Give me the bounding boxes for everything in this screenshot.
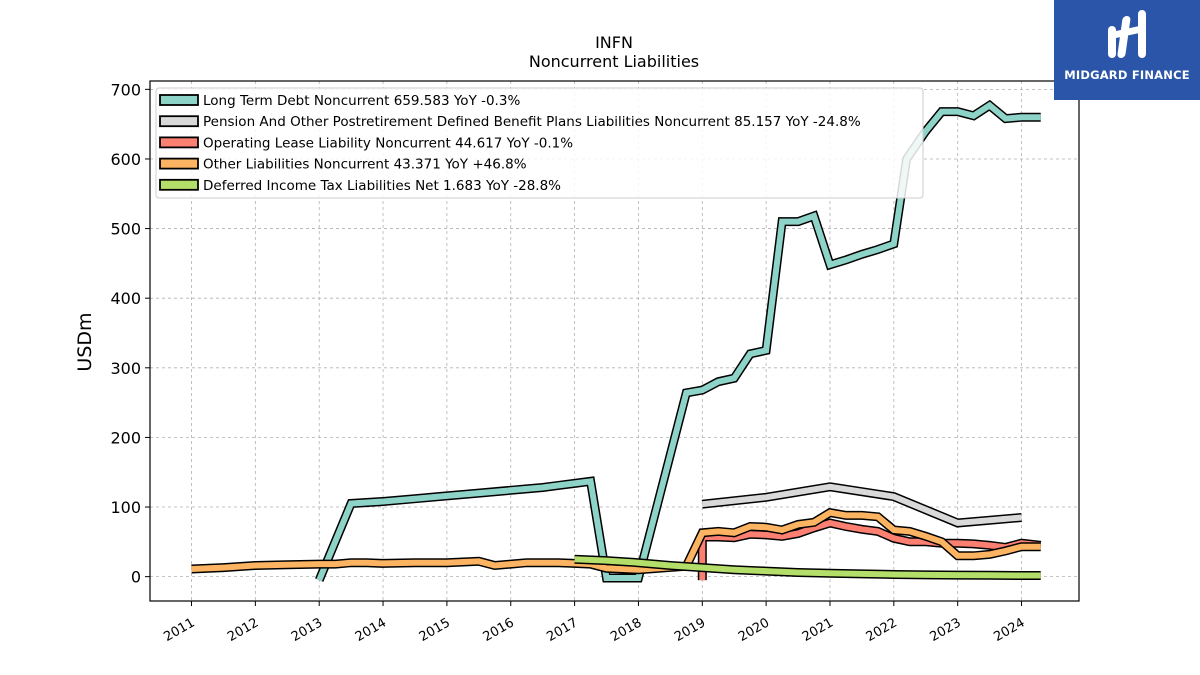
legend: Long Term Debt Noncurrent 659.583 YoY -0… [155,87,924,199]
legend-swatch [159,115,199,128]
y-tick-label: 100 [110,498,141,517]
x-axis-ticks: 2011 2012 2013 2014 2015 2016 2017 2018 2019 2020… [161,601,1028,645]
legend-entry: Long Term Debt Noncurrent 659.583 YoY -0… [203,93,520,109]
x-tick-label: 2017 [544,615,580,645]
legend-entry: Deferred Income Tax Liabilities Net 1.68… [203,178,561,194]
y-axis-ticks: 0 100 200 300 400 500 600 700 [110,80,150,587]
logo-text: MIDGARD FINANCE [1064,68,1190,82]
x-tick-label: 2016 [481,615,517,645]
legend-swatch [159,157,199,170]
series-4 [574,554,1041,580]
legend-swatch [159,178,199,191]
series-line [701,483,1022,527]
legend-box [155,87,924,199]
series-line [699,519,1042,581]
y-tick-label: 200 [110,428,141,447]
x-tick-label: 2012 [225,615,261,645]
x-tick-label: 2015 [417,615,453,645]
x-tick-label: 2022 [864,615,900,645]
series-line [574,556,1041,579]
legend-entry: Other Liabilities Noncurrent 43.371 YoY … [203,157,527,173]
x-tick-label: 2018 [608,615,644,645]
y-axis-label: USDm [74,312,96,371]
y-tick-label: 300 [110,359,141,378]
midgard-logo-icon [1108,10,1146,58]
x-tick-label: 2024 [991,615,1027,645]
series-2 [697,518,1042,581]
chart-subtitle: Noncurrent Liabilities [529,52,699,71]
x-tick-label: 2013 [289,615,325,645]
x-tick-label: 2020 [736,615,772,645]
y-tick-label: 700 [110,80,141,99]
x-tick-label: 2023 [928,615,964,645]
brand-logo: MIDGARD FINANCE [1054,0,1200,100]
legend-swatch [159,94,199,106]
legend-swatch [159,136,199,149]
series-0 [315,99,1041,583]
x-tick-label: 2014 [353,615,389,645]
series-layer [191,99,1042,583]
x-tick-label: 2011 [161,615,197,645]
x-tick-label: 2019 [672,615,708,645]
x-tick-label: 2021 [800,615,836,645]
legend-entry: Pension And Other Postretirement Defined… [203,114,861,130]
chart-title: INFN [595,33,633,52]
y-tick-label: 400 [110,289,141,308]
series-line [316,101,1041,582]
y-tick-label: 600 [110,150,141,169]
plot-frame [149,80,1080,602]
legend-entry: Operating Lease Liability Noncurrent 44.… [203,135,573,151]
y-tick-label: 0 [131,568,141,587]
y-tick-label: 500 [110,220,141,239]
series-1 [701,482,1022,528]
